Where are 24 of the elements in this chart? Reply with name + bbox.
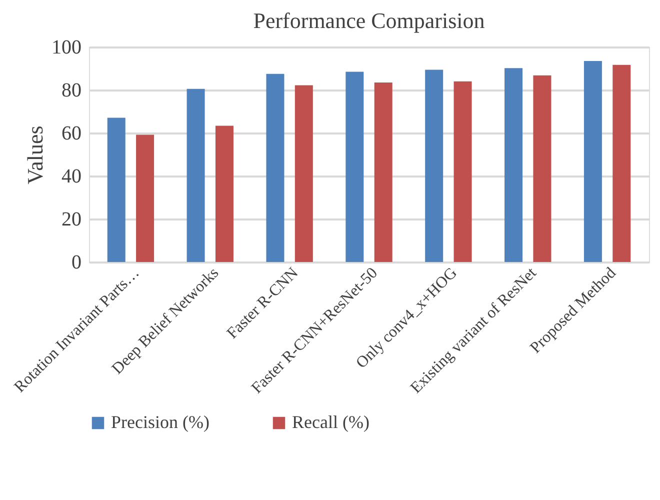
y-axis-title: Values: [22, 126, 48, 184]
legend-label: Precision (%): [111, 412, 210, 432]
bar: [584, 60, 602, 262]
bar: [612, 64, 631, 262]
bar: [533, 75, 552, 262]
y-tick-label: 80: [62, 80, 82, 102]
bar: [346, 72, 364, 262]
y-tick-label: 100: [52, 36, 82, 58]
bar: [294, 85, 313, 262]
y-tick-label: 0: [72, 252, 82, 274]
y-tick-label: 40: [62, 166, 82, 188]
bar: [425, 70, 444, 262]
bar: [215, 126, 234, 262]
legend-label: Recall (%): [292, 412, 370, 432]
chart-title: Performance Comparision: [253, 8, 485, 33]
y-tick-label: 20: [62, 208, 82, 230]
bar: [186, 88, 205, 262]
y-tick-label: 60: [62, 122, 82, 144]
bar: [266, 74, 284, 262]
bar: [107, 118, 126, 262]
bar: [504, 68, 523, 262]
bar: [136, 134, 154, 262]
bar: [374, 82, 392, 262]
bar: [454, 81, 472, 262]
